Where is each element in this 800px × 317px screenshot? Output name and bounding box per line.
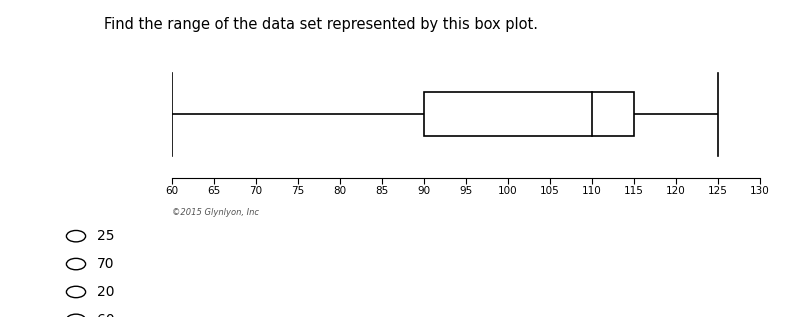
Text: 60: 60 (97, 313, 114, 317)
Text: 25: 25 (97, 229, 114, 243)
Text: ©2015 Glynlyon, Inc: ©2015 Glynlyon, Inc (172, 208, 259, 217)
Bar (424, 92, 634, 136)
Text: Find the range of the data set represented by this box plot.: Find the range of the data set represent… (104, 17, 538, 32)
Text: 70: 70 (97, 257, 114, 271)
Text: 20: 20 (97, 285, 114, 299)
